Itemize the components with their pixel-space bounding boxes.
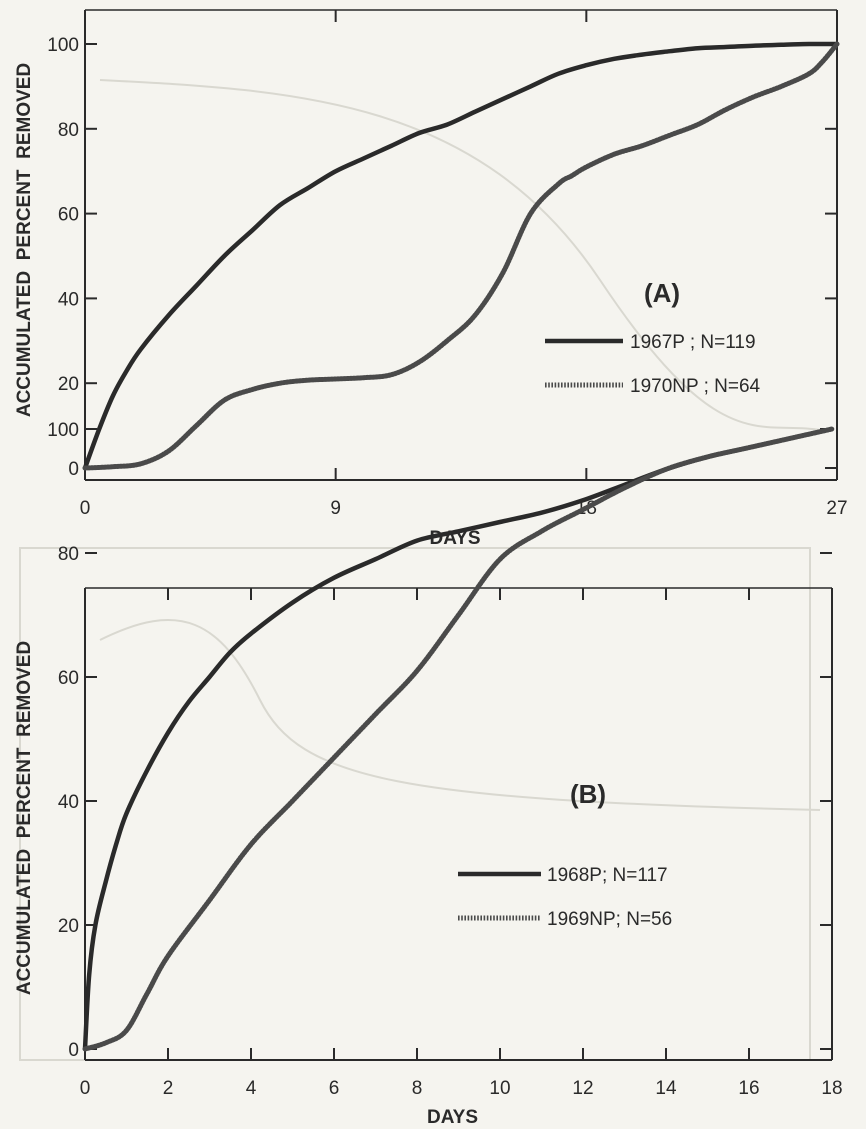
series-line-dotted <box>82 426 835 1052</box>
x-tick-label: 0 <box>80 1078 91 1099</box>
x-tick-label: 12 <box>572 1078 593 1099</box>
y-tick-label: 80 <box>58 544 79 565</box>
x-tick-label: 9 <box>330 498 341 519</box>
x-tick-label: 16 <box>738 1078 759 1099</box>
x-tick-label: 0 <box>80 498 91 519</box>
legend-label: 1969NP; N=56 <box>547 909 672 930</box>
y-tick-label: 0 <box>68 1040 79 1061</box>
x-tick-label: 4 <box>246 1078 257 1099</box>
legend-label: 1967P ; N=119 <box>630 332 756 353</box>
x-tick-label: 14 <box>655 1078 677 1099</box>
y-tick-label: 20 <box>58 374 79 395</box>
legend-label: 1970NP ; N=64 <box>630 376 761 397</box>
x-axis-title: DAYS <box>427 1107 478 1128</box>
x-tick-label: 2 <box>163 1078 174 1099</box>
bleed-through-decoration <box>19 79 821 1061</box>
x-tick-label: 8 <box>412 1078 423 1099</box>
x-tick-label: 18 <box>821 1078 842 1099</box>
series-line-dotted <box>82 41 840 471</box>
y-tick-label: 80 <box>58 120 79 141</box>
y-tick-label: 20 <box>58 916 79 937</box>
x-tick-label: 6 <box>329 1078 340 1099</box>
panel-label: (A) <box>644 278 680 308</box>
series-line-solid <box>82 426 835 1052</box>
y-tick-label: 60 <box>58 668 79 689</box>
y-tick-label: 60 <box>58 205 79 226</box>
y-axis-title: ACCUMULATED PERCENT REMOVED <box>14 63 35 417</box>
y-tick-label: 40 <box>58 289 79 310</box>
x-tick-label: 27 <box>826 498 847 519</box>
y-tick-label: 100 <box>47 35 79 56</box>
y-tick-label: 0 <box>68 459 79 480</box>
y-axis-title: ACCUMULATED PERCENT REMOVED <box>14 641 35 995</box>
legend-label: 1968P; N=117 <box>547 865 668 886</box>
series-line-solid <box>82 41 840 471</box>
panel-b: 0 20 40 60 80 100 0 2 4 6 8 10 12 14 16 18 DAYS ACCUMULAT… <box>14 420 843 1128</box>
y-tick-label: 40 <box>58 792 79 813</box>
x-tick-label: 10 <box>489 1078 510 1099</box>
y-tick-label: 100 <box>47 420 79 441</box>
panel-label: (B) <box>570 779 606 809</box>
